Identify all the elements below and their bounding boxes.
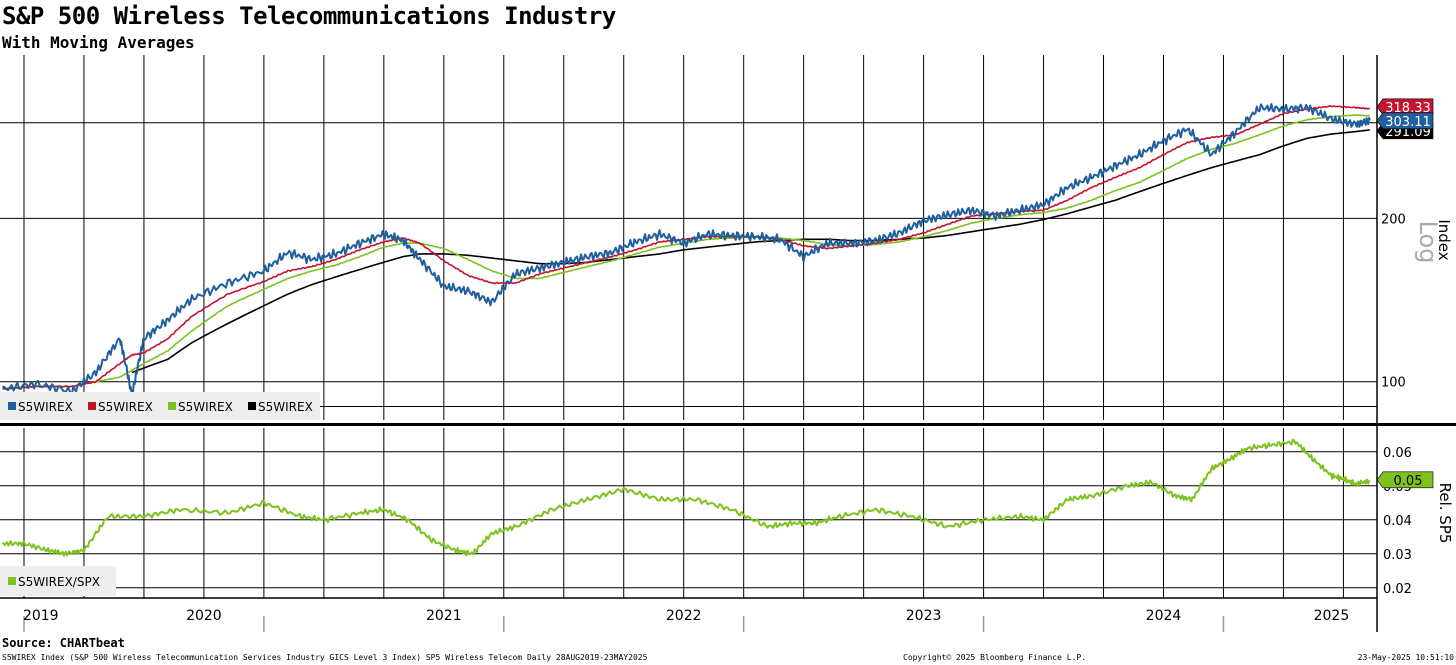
- legend-label: S5WIREX: [178, 400, 233, 414]
- axis-labels: 100 200 0.02 0.03 0.04 0.05 0.06 2019 2020 2021 20…: [23, 212, 1454, 624]
- lower-y-axis-title: Rel. SP5: [1436, 483, 1454, 544]
- y-axis-title: Index: [1435, 219, 1453, 260]
- value-tag-label: 318.33: [1385, 101, 1431, 116]
- legend-label: S5WIREX/SPX: [18, 575, 100, 589]
- x-tick-label: 2021: [426, 608, 462, 624]
- upper-legend-box: [0, 392, 320, 420]
- x-tick-label: 2023: [906, 608, 942, 624]
- x-tick-label: 2022: [666, 608, 702, 624]
- y-tick-label: 100: [1381, 376, 1406, 391]
- legend-swatch: [8, 402, 16, 410]
- value-tag-label: 303.11: [1385, 115, 1431, 130]
- value-tag-bg: [1376, 471, 1434, 489]
- chart-grid: [0, 55, 1377, 598]
- source-label: Source: CHARTbeat: [2, 636, 125, 650]
- y-tick-label: 0.02: [1383, 582, 1412, 597]
- legend-swatch: [168, 402, 176, 410]
- y-tick-label: 200: [1381, 212, 1406, 227]
- upper-series-line-3: [131, 129, 1370, 374]
- lower-panel-series: [1, 438, 1371, 557]
- footer-description: S5WIREX Index (S&P 500 Wireless Telecomm…: [2, 653, 648, 662]
- value-tag-bg: [1376, 98, 1434, 116]
- log-scale-label: Log: [1414, 221, 1442, 264]
- legend-label: S5WIREX: [18, 400, 73, 414]
- legend-swatch: [8, 577, 16, 585]
- chart-frame: [0, 55, 1456, 632]
- legend-label: S5WIREX: [258, 400, 313, 414]
- x-tick-label: 2020: [186, 608, 222, 624]
- page-subtitle: With Moving Averages: [2, 33, 195, 52]
- upper-series-line-0: [2, 103, 1371, 399]
- value-tag-short: 318.33: [1376, 98, 1434, 116]
- footer-copyright: Copyright© 2025 Bloomberg Finance L.P.: [903, 653, 1087, 662]
- y-tick-label: 0.04: [1383, 514, 1412, 529]
- value-tag-bg: [1376, 112, 1434, 130]
- x-tick-label: 2024: [1146, 608, 1182, 624]
- legend-label: S5WIREX: [98, 400, 153, 414]
- legend-swatch: [88, 402, 96, 410]
- x-tick-label: 2019: [23, 608, 59, 624]
- legend-swatch: [248, 402, 256, 410]
- x-tick-label: 2025: [1314, 608, 1350, 624]
- page-title: S&P 500 Wireless Telecommunications Indu…: [2, 2, 616, 30]
- footer-timestamp: 23-May-2025 10:51:10: [1357, 653, 1454, 662]
- lower-legend-box: [0, 566, 116, 596]
- upper-series-line-2: [2, 114, 1370, 390]
- y-tick-label: 0.06: [1383, 446, 1412, 461]
- value-tag-relative: 0.05: [1376, 471, 1434, 489]
- value-tag-price: 303.11: [1376, 112, 1434, 130]
- y-tick-label: 0.03: [1383, 548, 1412, 563]
- upper-series-line-1: [2, 105, 1370, 390]
- legends: S5WIREX S5WIREX S5WIREX S5WIREX S5WIREX/SPX: [0, 392, 320, 596]
- lower-series-line: [1, 438, 1371, 557]
- upper-panel-series: [2, 103, 1371, 399]
- value-tag-label: 0.05: [1394, 474, 1423, 489]
